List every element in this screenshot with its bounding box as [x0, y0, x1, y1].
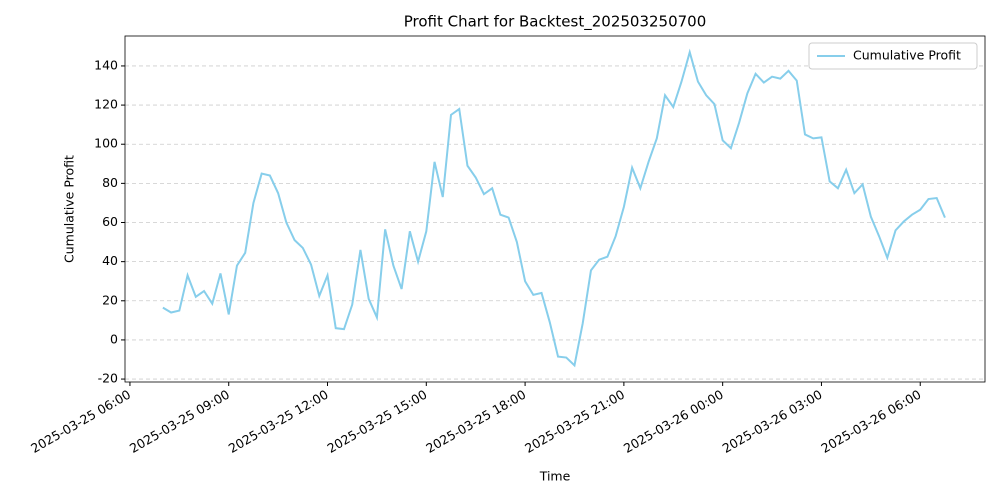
x-tick-label: 2025-03-25 21:00 — [522, 387, 627, 456]
y-axis-label: Cumulative Profit — [62, 155, 77, 263]
y-tick-label: 80 — [102, 175, 118, 190]
x-tick-label: 2025-03-25 15:00 — [325, 387, 430, 456]
x-tick-label: 2025-03-25 09:00 — [127, 387, 232, 456]
legend-label: Cumulative Profit — [853, 48, 961, 63]
x-tick-label: 2025-03-25 06:00 — [28, 387, 133, 456]
plot-frame — [124, 35, 986, 383]
y-tick-label: 100 — [94, 136, 118, 151]
y-tick-label: -20 — [98, 371, 118, 386]
y-tick-label: 0 — [110, 331, 118, 346]
legend-box — [808, 42, 978, 70]
x-tick-label: 2025-03-26 00:00 — [621, 387, 726, 456]
y-tick-label: 140 — [94, 57, 118, 72]
x-tick-label: 2025-03-26 06:00 — [818, 387, 923, 456]
y-tick-label: 20 — [102, 292, 118, 307]
chart-title: Profit Chart for Backtest_202503250700 — [404, 13, 707, 32]
y-tick-label: 40 — [102, 253, 118, 268]
y-tick-label: 120 — [94, 97, 118, 112]
x-tick-label: 2025-03-25 12:00 — [226, 387, 331, 456]
line-series — [162, 48, 946, 368]
x-tick-label: 2025-03-26 03:00 — [720, 387, 825, 456]
y-tick-label: 60 — [102, 214, 118, 229]
x-axis-label: Time — [539, 469, 571, 484]
x-tick-label: 2025-03-25 18:00 — [423, 387, 528, 456]
